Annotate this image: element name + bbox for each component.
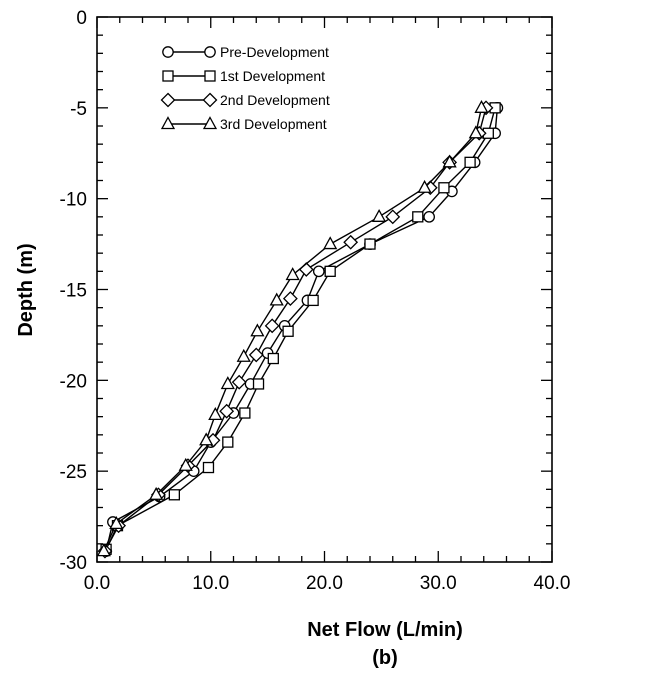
legend: Pre-Development 1st Development 2nd Develo… [160, 44, 330, 132]
legend-marker-circle [162, 46, 174, 58]
legend-item: 3rd Development [160, 116, 327, 132]
series-line [104, 107, 487, 552]
y-tick-label: -25 [60, 462, 87, 483]
data-point-diamond [385, 209, 401, 225]
figure-caption: (b) [372, 647, 398, 669]
x-tick-label: 0.0 [84, 573, 110, 594]
data-point-square [267, 352, 279, 365]
data-point-diamond [219, 403, 235, 419]
data-point-square [364, 238, 376, 250]
axis-ticks [96, 16, 553, 563]
data-point-square [412, 211, 424, 223]
data-point-triangle [236, 348, 251, 362]
y-tick-label: -30 [60, 553, 87, 574]
data-point-triangle [250, 323, 265, 337]
legend-label: 1st Development [220, 68, 325, 84]
data-point-triangle [323, 236, 338, 250]
y-axis-title: Depth (m) [15, 243, 37, 336]
series-square [100, 102, 501, 555]
legend-item: 1st Development [162, 68, 325, 84]
series-layer [96, 99, 504, 559]
data-point-diamond [248, 347, 264, 363]
y-tick-label: -10 [60, 190, 87, 211]
data-point-diamond [231, 374, 247, 390]
data-point-square [222, 436, 234, 448]
data-point-triangle [208, 406, 223, 421]
data-point-triangle [96, 543, 111, 557]
legend-marker-diamond [160, 92, 176, 108]
data-point-diamond [298, 262, 314, 277]
data-point-triangle [468, 125, 483, 139]
legend-marker-square [162, 70, 174, 82]
y-tick-label: -15 [60, 281, 87, 302]
legend-label: 2nd Development [220, 92, 330, 108]
legend-item: Pre-Development [162, 44, 329, 60]
legend-marker-triangle [202, 116, 218, 130]
x-tick-label: 40.0 [534, 573, 571, 594]
data-point-triangle [220, 376, 235, 390]
series-line [105, 107, 496, 550]
data-point-square [438, 182, 450, 194]
series-triangle [96, 99, 489, 557]
data-point-square [252, 378, 265, 390]
x-axis-title: Net Flow (L/min) [307, 619, 463, 641]
legend-marker-circle [204, 46, 216, 58]
data-point-triangle [417, 179, 432, 193]
tick-labels: 0.0 10.0 20.0 30.0 40.0 0 -5 -10 -15 -20 -25 -30 [60, 8, 571, 594]
legend-marker-diamond [202, 92, 218, 108]
data-point-triangle [285, 267, 300, 281]
x-tick-label: 30.0 [420, 573, 457, 594]
legend-label: Pre-Development [220, 44, 329, 60]
data-point-circle [312, 265, 325, 278]
data-point-diamond [343, 234, 359, 250]
data-point-triangle [442, 154, 457, 168]
y-tick-label: -5 [70, 99, 87, 120]
data-point-diamond [264, 318, 280, 334]
data-point-square [324, 265, 336, 277]
legend-item: 2nd Development [160, 92, 330, 108]
data-point-diamond [282, 291, 298, 307]
data-point-triangle [199, 432, 214, 446]
y-tick-label: -20 [60, 371, 87, 392]
data-point-square [239, 407, 251, 419]
data-point-square [202, 461, 215, 474]
series-diamond [97, 100, 494, 559]
data-point-square [168, 489, 181, 501]
data-point-triangle [474, 99, 489, 113]
y-tick-label: 0 [76, 8, 87, 29]
legend-marker-square [204, 70, 216, 82]
x-tick-label: 10.0 [192, 573, 229, 594]
data-point-square [464, 156, 476, 168]
data-point-circle [423, 210, 435, 223]
data-point-triangle [178, 457, 193, 471]
data-point-triangle [149, 486, 164, 500]
x-tick-label: 20.0 [306, 573, 343, 594]
data-point-square [307, 294, 319, 307]
legend-marker-triangle [160, 116, 176, 130]
data-point-square [282, 325, 294, 337]
data-point-triangle [269, 292, 284, 306]
legend-label: 3rd Development [220, 116, 327, 132]
data-point-triangle [372, 208, 387, 222]
data-point-triangle [109, 515, 124, 529]
